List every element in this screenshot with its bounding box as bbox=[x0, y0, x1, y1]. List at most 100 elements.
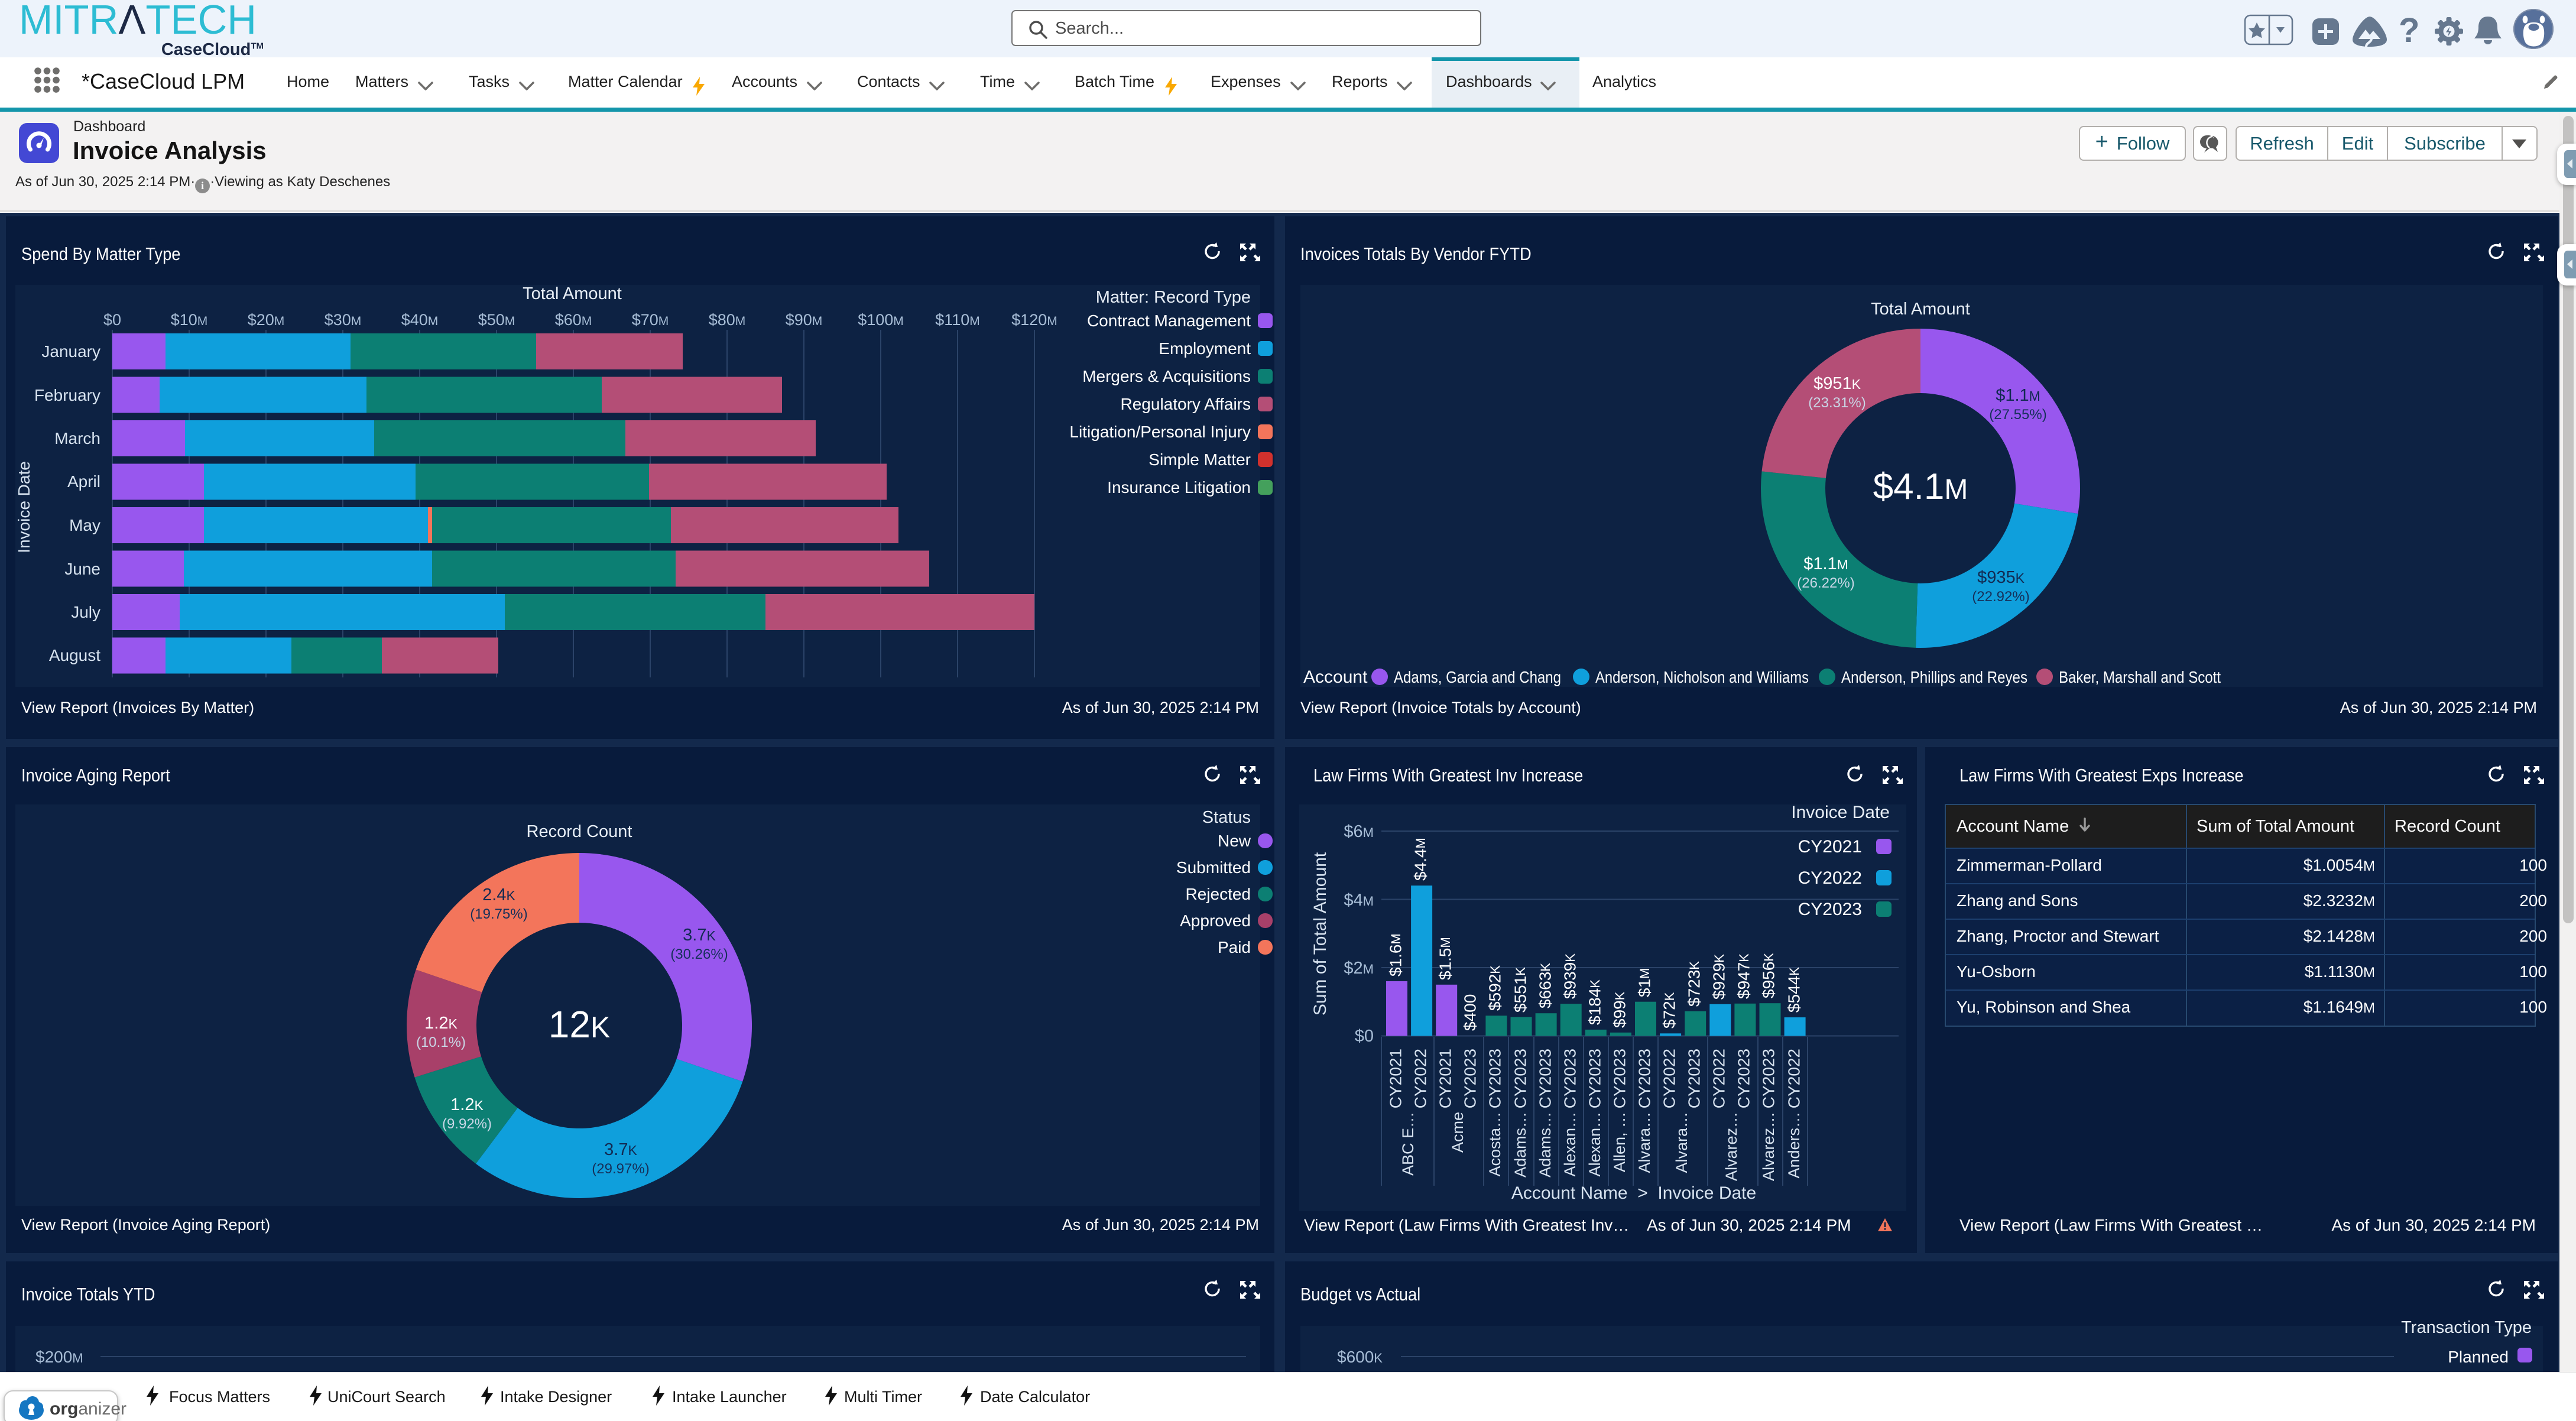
svg-text:Alexan…: Alexan… bbox=[1561, 1112, 1579, 1177]
svg-text:Acme: Acme bbox=[1449, 1112, 1467, 1153]
svg-text:Contract Management: Contract Management bbox=[1087, 312, 1251, 330]
svg-text:May: May bbox=[69, 516, 100, 534]
svg-text:CY2023: CY2023 bbox=[1485, 1049, 1504, 1108]
svg-text:$4M: $4M bbox=[1344, 891, 1374, 910]
svg-text:$544K: $544K bbox=[1785, 967, 1803, 1013]
svg-text:Alvarez…: Alvarez… bbox=[1722, 1112, 1740, 1181]
svg-text:Mergers & Acquisitions: Mergers & Acquisitions bbox=[1082, 367, 1251, 385]
svg-text:Adams, Garcia and Chang: Adams, Garcia and Chang bbox=[1394, 668, 1561, 686]
svg-text:CY2022: CY2022 bbox=[1785, 1049, 1803, 1108]
svg-text:(9.92%): (9.92%) bbox=[442, 1116, 492, 1132]
svg-text:Account Name > Invoice Date: Account Name > Invoice Date bbox=[1511, 1183, 1756, 1203]
svg-text:Adams…: Adams… bbox=[1511, 1112, 1529, 1177]
svg-text:(27.55%): (27.55%) bbox=[1989, 407, 2046, 423]
svg-text:1.2K: 1.2K bbox=[424, 1014, 458, 1033]
svg-text:Anderson, Nicholson and Willia: Anderson, Nicholson and Williams bbox=[1595, 668, 1809, 686]
svg-text:Alexan…: Alexan… bbox=[1586, 1112, 1604, 1177]
svg-text:3.7K: 3.7K bbox=[604, 1140, 637, 1159]
svg-text:CY2022: CY2022 bbox=[1709, 1049, 1728, 1108]
svg-text:$99K: $99K bbox=[1610, 991, 1628, 1028]
svg-text:$2M: $2M bbox=[1344, 959, 1374, 978]
svg-text:Account: Account bbox=[1303, 667, 1368, 687]
svg-text:Invoice Date: Invoice Date bbox=[1791, 803, 1890, 822]
svg-text:August: August bbox=[49, 646, 100, 664]
svg-text:1.2K: 1.2K bbox=[450, 1095, 484, 1114]
svg-text:Regulatory Affairs: Regulatory Affairs bbox=[1121, 395, 1251, 413]
svg-text:Rejected: Rejected bbox=[1185, 885, 1251, 903]
svg-text:CY2023: CY2023 bbox=[1461, 1049, 1479, 1108]
svg-text:$0: $0 bbox=[103, 311, 121, 329]
svg-text:CY2022: CY2022 bbox=[1798, 868, 1862, 888]
svg-text:(19.75%): (19.75%) bbox=[470, 906, 527, 922]
svg-text:$184K: $184K bbox=[1585, 979, 1604, 1025]
svg-text:Approved: Approved bbox=[1180, 911, 1251, 930]
svg-text:Total Amount: Total Amount bbox=[523, 284, 622, 303]
svg-text:CY2023: CY2023 bbox=[1635, 1049, 1653, 1108]
svg-text:$663K: $663K bbox=[1536, 963, 1554, 1008]
svg-text:Status: Status bbox=[1202, 808, 1251, 827]
svg-text:Anderson, Phillips and Reyes: Anderson, Phillips and Reyes bbox=[1841, 668, 2027, 686]
svg-text:New: New bbox=[1218, 832, 1251, 850]
svg-text:ABC E…: ABC E… bbox=[1399, 1112, 1417, 1176]
svg-text:Matter: Record Type: Matter: Record Type bbox=[1096, 288, 1251, 307]
svg-text:(26.22%): (26.22%) bbox=[1797, 575, 1854, 591]
svg-text:Alvara…: Alvara… bbox=[1673, 1112, 1691, 1173]
svg-text:Invoice Date: Invoice Date bbox=[15, 461, 33, 553]
svg-text:$1.1M: $1.1M bbox=[1996, 386, 2040, 405]
svg-text:MITRΛTECH: MITRΛTECH bbox=[19, 2, 257, 38]
svg-text:Adams…: Adams… bbox=[1536, 1112, 1554, 1177]
svg-text:CY2023: CY2023 bbox=[1511, 1049, 1529, 1108]
svg-text:Paid: Paid bbox=[1218, 938, 1251, 956]
svg-text:CY2023: CY2023 bbox=[1685, 1049, 1703, 1108]
svg-text:Alvarez…: Alvarez… bbox=[1760, 1112, 1777, 1181]
svg-text:$6M: $6M bbox=[1344, 822, 1374, 841]
svg-text:Insurance Litigation: Insurance Litigation bbox=[1107, 478, 1251, 497]
svg-text:Submitted: Submitted bbox=[1176, 858, 1251, 877]
svg-text:Acosta…: Acosta… bbox=[1486, 1112, 1504, 1177]
svg-text:CY2023: CY2023 bbox=[1610, 1049, 1628, 1108]
svg-text:(10.1%): (10.1%) bbox=[416, 1034, 466, 1050]
svg-text:$1.6M: $1.6M bbox=[1386, 933, 1404, 976]
svg-text:Anders…: Anders… bbox=[1785, 1112, 1803, 1179]
svg-text:Baker, Marshall and Scott: Baker, Marshall and Scott bbox=[2059, 668, 2221, 686]
svg-text:CY2023: CY2023 bbox=[1585, 1049, 1604, 1108]
svg-text:$1.5M: $1.5M bbox=[1436, 937, 1454, 980]
svg-text:March: March bbox=[54, 429, 100, 447]
svg-text:$951K: $951K bbox=[1813, 374, 1861, 393]
svg-text:CY2022: CY2022 bbox=[1660, 1049, 1678, 1108]
svg-text:July: July bbox=[71, 603, 100, 621]
svg-text:Litigation/Personal Injury: Litigation/Personal Injury bbox=[1069, 423, 1251, 441]
svg-text:2.4K: 2.4K bbox=[482, 885, 515, 904]
svg-text:(30.26%): (30.26%) bbox=[670, 946, 728, 962]
svg-text:Employment: Employment bbox=[1159, 339, 1251, 358]
svg-text:$10M: $10M bbox=[171, 311, 208, 329]
svg-text:$4.4M: $4.4M bbox=[1411, 838, 1429, 881]
svg-text:$935K: $935K bbox=[1977, 568, 2025, 587]
svg-text:CY2021: CY2021 bbox=[1386, 1049, 1404, 1108]
svg-text:$72K: $72K bbox=[1660, 992, 1678, 1029]
svg-text:$929K: $929K bbox=[1709, 954, 1728, 1000]
svg-text:Simple Matter: Simple Matter bbox=[1149, 450, 1251, 469]
svg-text:(22.92%): (22.92%) bbox=[1972, 589, 2029, 605]
svg-text:$400: $400 bbox=[1461, 994, 1479, 1031]
svg-text:$947K: $947K bbox=[1734, 953, 1753, 999]
svg-text:Allen, …: Allen, … bbox=[1611, 1112, 1628, 1172]
svg-text:Sum of Total Amount: Sum of Total Amount bbox=[1310, 852, 1330, 1016]
svg-text:CY2022: CY2022 bbox=[1411, 1049, 1429, 1108]
svg-text:$551K: $551K bbox=[1511, 967, 1529, 1013]
svg-text:$939K: $939K bbox=[1560, 953, 1579, 999]
svg-text:$592K: $592K bbox=[1485, 965, 1504, 1011]
svg-text:CY2023: CY2023 bbox=[1560, 1049, 1579, 1108]
svg-text:CY2021: CY2021 bbox=[1798, 837, 1862, 857]
svg-text:CY2023: CY2023 bbox=[1734, 1049, 1753, 1108]
svg-text:CY2023: CY2023 bbox=[1798, 900, 1862, 919]
svg-text:(23.31%): (23.31%) bbox=[1808, 395, 1866, 411]
svg-text:3.7K: 3.7K bbox=[683, 926, 716, 945]
svg-text:CY2021: CY2021 bbox=[1436, 1049, 1454, 1108]
svg-text:$723K: $723K bbox=[1685, 961, 1703, 1007]
svg-text:?: ? bbox=[2399, 11, 2419, 50]
svg-text:Record Count: Record Count bbox=[527, 822, 632, 841]
svg-text:$60M: $60M bbox=[555, 311, 592, 329]
svg-text:Alvara…: Alvara… bbox=[1636, 1112, 1653, 1173]
svg-text:February: February bbox=[34, 386, 100, 404]
